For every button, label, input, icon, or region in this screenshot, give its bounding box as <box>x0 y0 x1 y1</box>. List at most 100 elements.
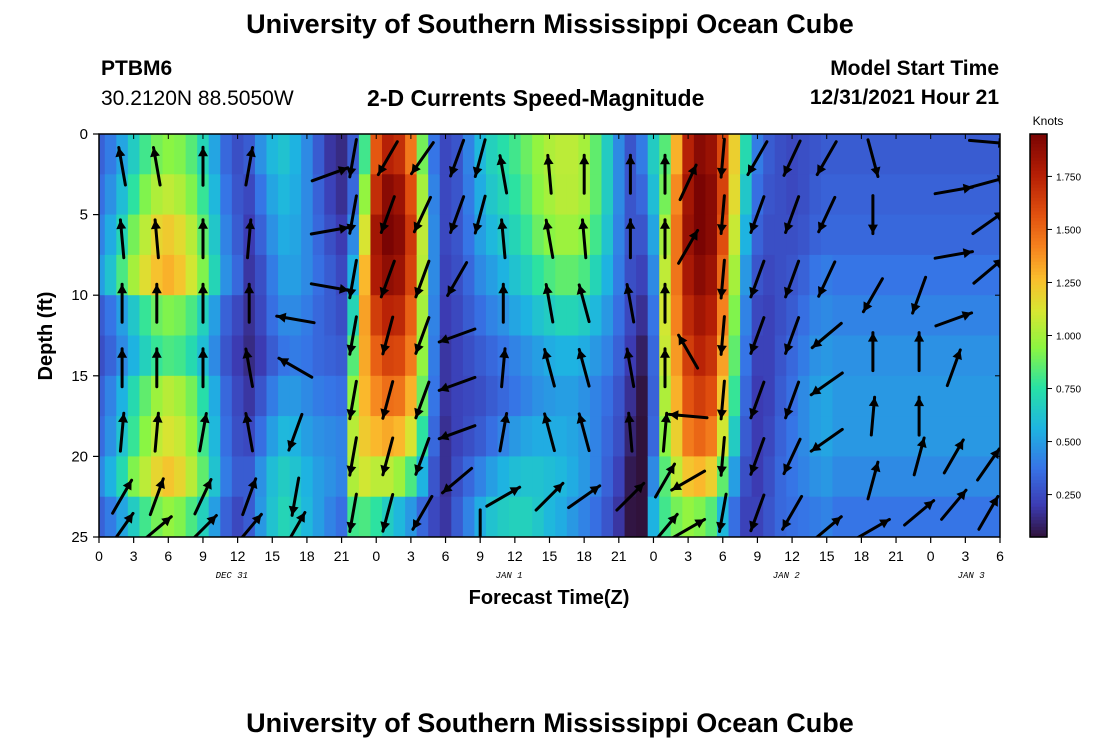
heatmap-cell <box>809 295 822 337</box>
heatmap-cell <box>532 416 545 457</box>
colorbar-swatch <box>1030 449 1047 454</box>
colorbar-swatch <box>1030 315 1047 320</box>
velocity-arrow <box>578 218 589 260</box>
heatmap-cell <box>647 134 660 175</box>
velocity-arrows <box>111 137 1000 537</box>
heatmap-cell <box>763 416 776 457</box>
heatmap-cell <box>208 134 221 175</box>
heatmap-cell <box>728 134 741 175</box>
model-start-label: Model Start Time <box>830 57 999 80</box>
velocity-arrow <box>615 481 646 512</box>
colorbar-swatch <box>1030 170 1047 175</box>
colorbar-swatch <box>1030 483 1047 488</box>
heatmap-cell <box>797 214 810 256</box>
heatmap-cell <box>254 254 268 296</box>
velocity-arrow <box>968 174 1000 189</box>
heatmap-cell <box>231 335 244 377</box>
heatmap-cell <box>451 496 464 537</box>
heatmap-cell <box>693 416 707 457</box>
heatmap-cell <box>335 134 348 175</box>
colorbar-swatch <box>1030 191 1047 196</box>
heatmap-cell <box>220 496 233 537</box>
colorbar-swatch <box>1030 473 1047 478</box>
heatmap-cell <box>104 496 117 537</box>
heatmap-cell <box>127 295 141 337</box>
heatmap-cell <box>763 174 776 216</box>
heatmap-cell <box>174 456 187 498</box>
heatmap-cell <box>358 254 372 296</box>
velocity-arrow <box>749 437 766 476</box>
colorbar-swatch <box>1030 224 1047 229</box>
velocity-arrow <box>242 412 254 453</box>
velocity-arrow <box>660 347 670 389</box>
heatmap-cell <box>197 254 210 296</box>
heatmap-cell <box>393 254 406 296</box>
heatmap-cell <box>797 335 810 377</box>
heatmap-cell <box>197 456 210 498</box>
heatmap-cell <box>820 174 834 216</box>
heatmap-cell <box>104 375 117 417</box>
velocity-arrow <box>815 140 838 177</box>
heatmap-cell <box>370 416 383 457</box>
y-axis: 0 5 10 15 20 25 <box>71 126 1000 546</box>
heatmap-cell <box>520 496 533 537</box>
heatmap-cell <box>405 335 418 377</box>
colorbar-swatch <box>1030 399 1047 404</box>
heatmap-cell <box>740 174 753 216</box>
heatmap-cell <box>740 375 753 417</box>
heatmap-cell <box>693 335 707 377</box>
heatmap-cell <box>682 456 695 498</box>
colorbar-swatch <box>1030 359 1047 363</box>
heatmap-cell <box>462 416 476 457</box>
heatmap-cell <box>382 214 395 256</box>
heatmap-cell <box>532 456 545 498</box>
heatmap-cell <box>670 174 683 216</box>
heatmap-cell <box>99 254 106 296</box>
colorbar-swatch <box>1030 513 1047 518</box>
heatmap-cell <box>555 375 568 417</box>
heatmap-cell <box>566 254 579 296</box>
colorbar-swatch <box>1030 181 1047 185</box>
heatmap-cell <box>254 375 268 417</box>
heatmap-cell <box>566 134 579 175</box>
colorbar-swatch <box>1030 160 1047 165</box>
velocity-arrow <box>346 258 358 300</box>
colorbar-swatch <box>1030 244 1047 249</box>
heatmap-cell <box>451 214 464 256</box>
velocity-arrow <box>716 194 727 235</box>
heatmap-cell <box>601 254 614 296</box>
heatmap-cell <box>613 174 626 216</box>
heatmap-cell <box>127 174 141 216</box>
heatmap-cell <box>301 174 314 216</box>
heatmap-cell <box>301 134 314 175</box>
heatmap-cell <box>254 456 268 498</box>
velocity-arrow <box>287 412 304 452</box>
heatmap-cell <box>174 496 187 537</box>
velocity-arrow <box>449 195 466 234</box>
velocity-arrow <box>376 140 399 177</box>
heatmap-cell <box>797 134 810 175</box>
heatmap-cell <box>439 214 452 256</box>
heatmap-cell <box>150 456 164 498</box>
colorbar-swatch <box>1030 147 1047 152</box>
heatmap-cell <box>324 214 337 256</box>
colorbar-tick-label: 0.250 <box>1056 491 1081 502</box>
heatmap-cell <box>613 335 626 377</box>
heatmap-cell <box>231 375 244 417</box>
heatmap-cell <box>751 416 764 457</box>
heatmap-cell <box>624 456 637 498</box>
colorbar-swatch <box>1030 154 1047 159</box>
velocity-arrow <box>749 195 766 234</box>
heatmap-cell <box>104 214 117 256</box>
velocity-arrow <box>749 380 766 420</box>
x-tick-label: 6 <box>164 548 172 564</box>
heatmap-cell <box>312 416 325 457</box>
colorbar-swatch <box>1030 197 1047 202</box>
heatmap-cell <box>705 335 718 377</box>
heatmap-cell <box>647 456 660 498</box>
heatmap-cell <box>324 134 337 175</box>
heatmap-cell <box>613 456 626 498</box>
velocity-arrow <box>309 282 351 294</box>
colorbar-swatch <box>1030 238 1047 243</box>
heatmap-cell <box>312 254 325 296</box>
